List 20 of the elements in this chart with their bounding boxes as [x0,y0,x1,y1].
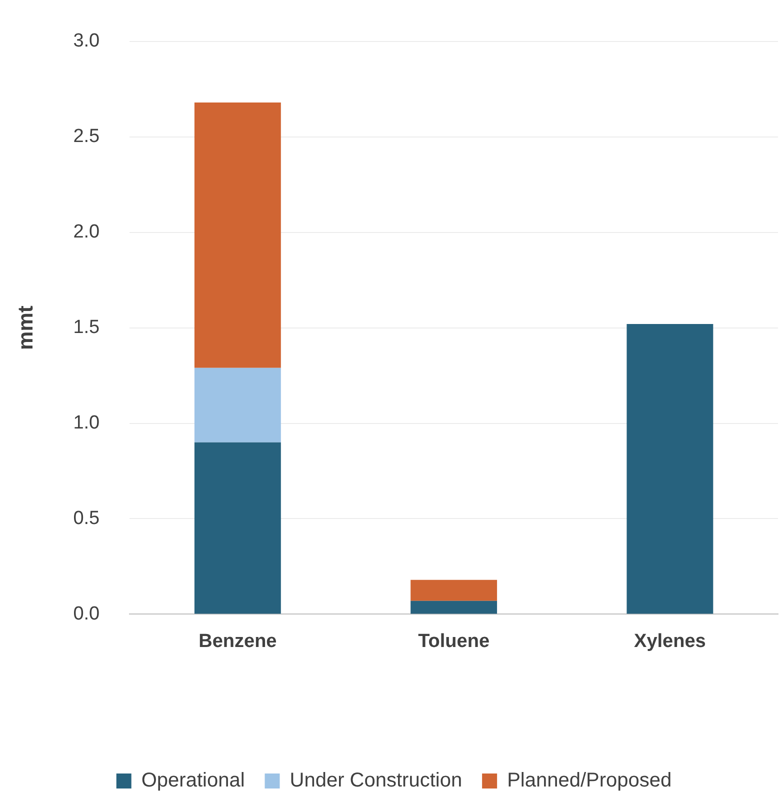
y-tick-label: 1.5 [73,317,100,338]
legend-label: Operational [141,770,245,792]
y-tick-label: 0.0 [73,603,100,624]
x-tick-label: Benzene [198,630,277,652]
bar [194,102,281,368]
bar [194,442,281,614]
bar [410,580,498,601]
y-tick-label: 1.0 [73,412,100,434]
legend-label: Planned/Proposed [507,770,672,792]
bar [410,600,498,614]
x-tick-label: Xylenes [634,630,706,652]
y-axis-title: mmt [14,306,38,350]
legend-label: Under Construction [290,770,462,792]
y-tick-label: 0.5 [73,508,100,529]
y-tick-label: 2.0 [73,222,100,243]
x-tick-label: Toluene [418,630,490,652]
y-tick-label: 3.0 [73,30,100,52]
bar [194,368,281,442]
y-tick-label: 2.5 [73,126,100,148]
bar [626,324,714,614]
